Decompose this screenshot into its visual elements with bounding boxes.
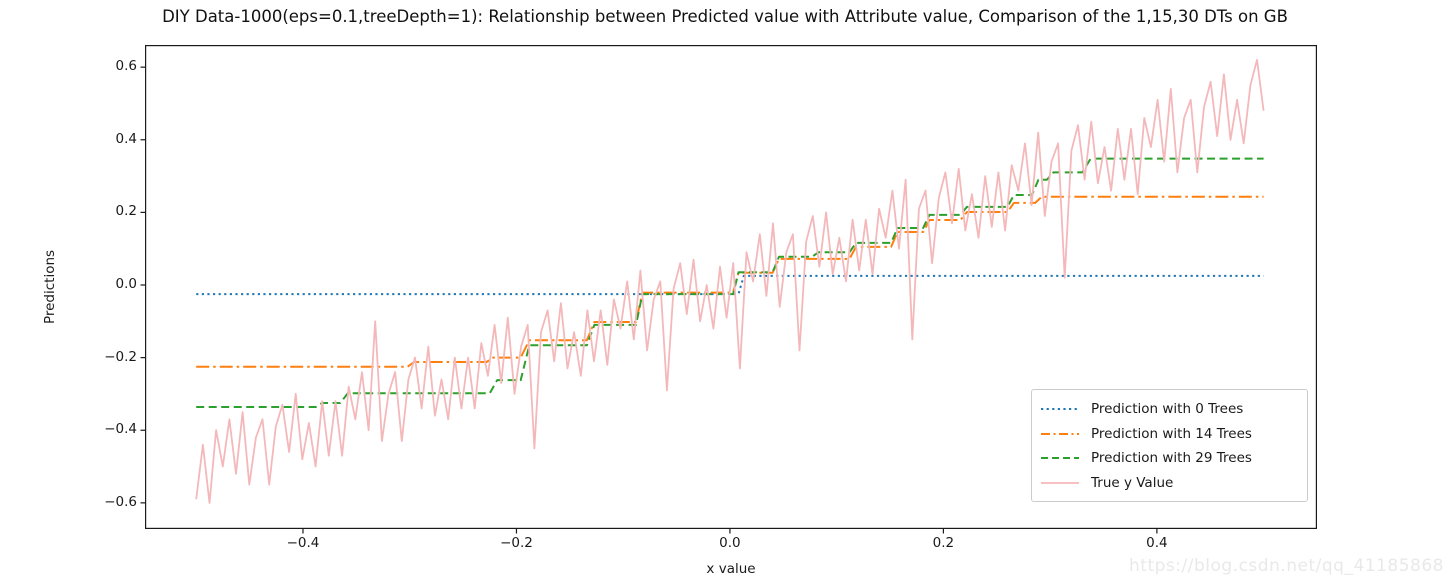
legend-label: Prediction with 0 Trees	[1091, 401, 1244, 418]
legend-line-sample	[1041, 432, 1079, 435]
legend-line-sample	[1041, 481, 1079, 484]
y-tick-label: 0.6	[115, 58, 137, 75]
x-tick-label: 0.4	[1146, 535, 1168, 551]
x-tick-label: −0.2	[500, 535, 533, 551]
x-axis-label: x value	[706, 561, 756, 577]
legend-label: True y Value	[1091, 474, 1174, 491]
legend-item: Prediction with 14 Trees	[1041, 422, 1298, 447]
series-line-1	[196, 195, 1264, 368]
legend-item: Prediction with 0 Trees	[1041, 397, 1298, 422]
legend-item: True y Value	[1041, 471, 1298, 496]
y-tick-label: −0.6	[104, 493, 137, 510]
y-tick-label: 0.2	[115, 203, 137, 220]
axes-spines	[145, 45, 1318, 529]
watermark-text: https://blog.csdn.net/qq_41185868	[1129, 556, 1444, 576]
legend-item: Prediction with 29 Trees	[1041, 446, 1298, 471]
legend-label: Prediction with 29 Trees	[1091, 450, 1252, 467]
legend-line-sample	[1041, 408, 1079, 411]
y-tick-label: −0.4	[104, 421, 137, 438]
y-tick-label: −0.2	[104, 348, 137, 365]
series-line-3	[195, 58, 1265, 504]
y-tick-label: 0.0	[115, 276, 137, 292]
legend-line-sample	[1041, 457, 1079, 460]
x-tick-label: −0.4	[286, 535, 320, 551]
y-axis-label: Predictions	[42, 249, 58, 325]
legend: Prediction with 0 Trees Prediction with 1…	[1031, 389, 1308, 502]
legend-label: Prediction with 14 Trees	[1091, 425, 1252, 442]
chart-title: DIY Data-1000(eps=0.1,treeDepth=1): Rela…	[162, 7, 1288, 26]
y-tick-label: 0.4	[115, 130, 137, 147]
x-tick-label: 0.2	[932, 535, 955, 551]
plot-area	[140, 45, 1318, 534]
x-tick-label: 0.0	[719, 535, 741, 551]
